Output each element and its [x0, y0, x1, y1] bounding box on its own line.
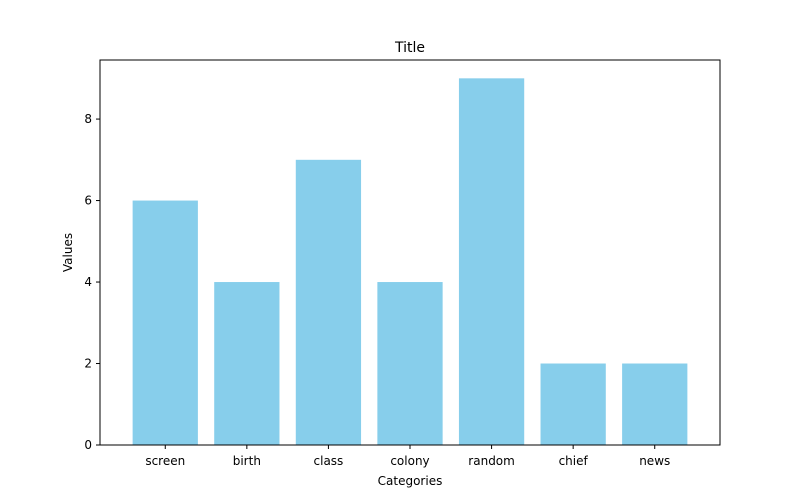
- x-tick-label: chief: [559, 454, 589, 468]
- x-axis-label: Categories: [378, 474, 443, 488]
- x-tick-label: colony: [390, 454, 429, 468]
- y-axis-ticks: 0 2 4 6 8: [84, 112, 100, 452]
- y-axis-label: Values: [61, 233, 75, 272]
- x-tick-label: birth: [233, 454, 261, 468]
- bars-layer: [132, 78, 688, 445]
- y-tick-label: 0: [84, 438, 92, 452]
- x-tick-label: screen: [145, 454, 185, 468]
- y-tick-label: 8: [84, 112, 92, 126]
- x-tick-label: random: [468, 454, 515, 468]
- bar-class: [295, 159, 362, 445]
- y-tick-label: 2: [84, 357, 92, 371]
- chart-title: Title: [394, 40, 425, 56]
- y-tick-label: 6: [84, 194, 92, 208]
- bar-random: [458, 78, 525, 445]
- bar-chief: [540, 363, 606, 445]
- y-tick-label: 4: [84, 275, 92, 289]
- bar-screen: [132, 200, 198, 445]
- bar-birth: [214, 282, 280, 445]
- bar-colony: [377, 282, 443, 445]
- x-tick-label: class: [314, 454, 344, 468]
- x-tick-label: news: [639, 454, 670, 468]
- bar-news: [622, 363, 688, 445]
- x-axis-ticks: screen birth class colony random chief news: [145, 445, 670, 468]
- plot-area-frame: [99, 59, 721, 446]
